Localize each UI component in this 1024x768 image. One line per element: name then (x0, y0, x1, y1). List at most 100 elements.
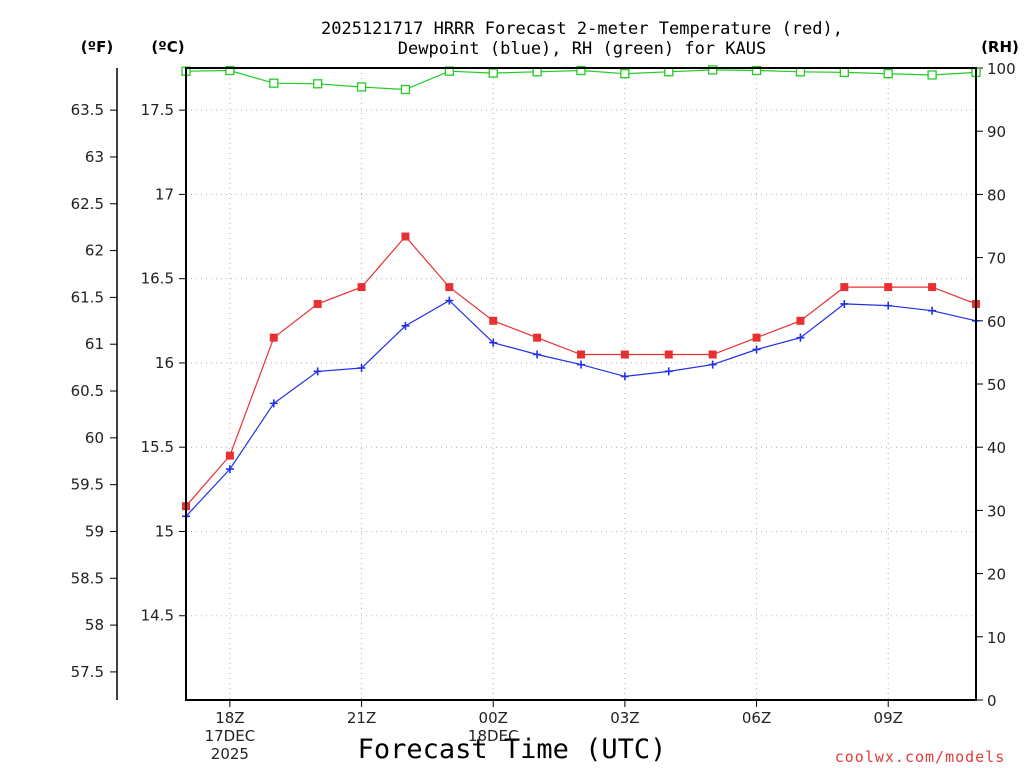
time-tick-label: 00Z (479, 709, 508, 727)
temperature-point (752, 333, 761, 342)
rh-point (839, 67, 849, 78)
temperature-point (489, 316, 498, 325)
fahrenheit-tick-label: 63 (85, 148, 104, 166)
dewpoint-point (620, 372, 629, 381)
temperature-point (577, 350, 585, 359)
temperature-point (313, 299, 322, 308)
rh-point (400, 84, 411, 95)
temperature-point (840, 283, 849, 292)
celsius-tick-label: 17.5 (141, 101, 174, 119)
dewpoint-point (928, 306, 937, 315)
dewpoint-point (840, 299, 849, 308)
temperature-line (185, 235, 977, 507)
celsius-axis: 14.5 15 15.5 16 16.5 17 17.5 (141, 101, 186, 625)
celsius-tick-label: 16.5 (141, 270, 174, 288)
temperature-point (664, 350, 673, 359)
temperature-point (884, 283, 893, 292)
rh-point (576, 65, 586, 76)
rh-unit-label: (RH) (981, 38, 1019, 56)
time-tick-date: 18DEC (468, 727, 519, 745)
rh-point (708, 65, 718, 75)
temperature-point (620, 350, 629, 359)
rh-tick-label: 20 (987, 566, 1006, 584)
time-tick-label: 03Z (610, 709, 639, 727)
rh-tick-label: 100 (987, 60, 1016, 78)
celsius-tick-label: 14.5 (141, 607, 174, 625)
dewpoint-line (185, 299, 977, 517)
rh-tick-label: 40 (987, 439, 1006, 457)
fahrenheit-unit-label: (ºF) (81, 38, 113, 56)
dewpoint-point (357, 363, 366, 372)
rh-tick-label: 0 (987, 692, 997, 710)
fahrenheit-tick-label: 60.5 (71, 382, 104, 400)
temperature-point (401, 232, 410, 241)
rh-point (927, 70, 937, 80)
dewpoint-point (445, 296, 454, 305)
fahrenheit-tick-label: 61 (85, 335, 104, 353)
dewpoint-point (489, 338, 498, 347)
fahrenheit-tick-label: 59 (85, 522, 104, 540)
dewpoint-point (796, 333, 805, 342)
rh-series (181, 65, 981, 95)
temperature-series (182, 232, 980, 511)
rh-tick-label: 60 (987, 313, 1006, 331)
rh-tick-label: 80 (987, 186, 1006, 204)
rh-tick-label: 30 (987, 502, 1006, 520)
fahrenheit-tick-label: 62.5 (71, 195, 104, 213)
rh-point (620, 69, 630, 79)
dewpoint-point (269, 399, 278, 408)
dewpoint-point (401, 321, 410, 330)
celsius-tick-label: 17 (155, 185, 174, 203)
fahrenheit-tick-label: 61.5 (71, 288, 104, 306)
rh-point (883, 69, 893, 79)
time-tick-year: 2025 (211, 745, 249, 763)
rh-point (488, 68, 498, 78)
time-tick-label: 06Z (742, 709, 771, 727)
celsius-tick-label: 16 (155, 354, 174, 372)
dewpoint-point (533, 350, 542, 359)
temperature-point (928, 283, 937, 292)
temperature-point (445, 283, 454, 292)
temperature-point (225, 451, 234, 460)
rh-point (751, 65, 762, 76)
series-layer (181, 65, 981, 521)
fahrenheit-axis: 57.5 58 58.5 59 59.5 60 60.5 61 61.5 62 62.5 63 63.5 (71, 101, 117, 681)
rh-point (313, 79, 323, 89)
fahrenheit-tick-label: 60 (85, 429, 104, 447)
temperature-point (796, 316, 805, 325)
rh-tick-label: 50 (987, 376, 1006, 394)
grid-lines (186, 68, 976, 700)
dewpoint-point (313, 367, 322, 376)
time-tick-date: 17DEC (205, 727, 256, 745)
rh-tick-label: 90 (987, 123, 1006, 141)
dewpoint-point (577, 360, 585, 369)
fahrenheit-tick-label: 58 (85, 616, 104, 634)
fahrenheit-tick-label: 58.5 (71, 569, 104, 587)
chart-title-line-1: 2025121717 HRRR Forecast 2-meter Tempera… (321, 19, 843, 39)
fahrenheit-tick-label: 59.5 (71, 476, 104, 494)
fahrenheit-tick-label: 57.5 (71, 663, 104, 681)
dewpoint-point (664, 367, 673, 376)
rh-point (356, 82, 367, 92)
rh-axis: 0 10 20 30 40 50 60 70 80 90 100 (976, 60, 1016, 710)
fahrenheit-tick-label: 62 (85, 242, 104, 260)
dewpoint-point (752, 345, 761, 354)
time-tick-label: 18Z (215, 709, 244, 727)
dewpoint-point (708, 360, 717, 369)
dewpoint-series (182, 296, 980, 521)
chart-title-line-2: Dewpoint (blue), RH (green) for KAUS (398, 39, 766, 59)
time-tick-label: 09Z (874, 709, 903, 727)
fahrenheit-tick-label: 63.5 (71, 101, 104, 119)
rh-tick-label: 70 (987, 250, 1006, 268)
rh-tick-label: 10 (987, 629, 1006, 647)
plot-frame (185, 67, 977, 701)
rh-point (269, 78, 279, 88)
temperature-point (533, 333, 542, 342)
credit-label: coolwx.com/models (835, 748, 1006, 766)
x-axis-label: Forecast Time (UTC) (358, 734, 667, 765)
celsius-tick-label: 15.5 (141, 438, 174, 456)
temperature-point (708, 350, 717, 359)
dewpoint-point (884, 301, 893, 310)
